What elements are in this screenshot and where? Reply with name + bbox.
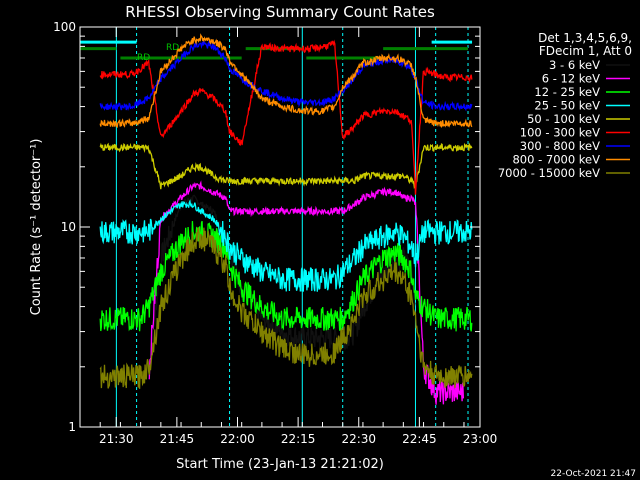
x-tick-label-2: 22:00 <box>220 432 255 446</box>
series-7 <box>99 40 473 112</box>
x-tick-label-4: 22:30 <box>341 432 376 446</box>
legend-label-2: 6 - 12 keV <box>542 72 600 86</box>
legend-label-9: 7000 - 15000 keV <box>498 166 600 180</box>
series-3 <box>99 220 473 332</box>
footer-timestamp: 22-Oct-2021 21:47 <box>551 469 636 479</box>
legend-header-line-1: Det 1,3,4,5,6,9, <box>538 31 632 45</box>
series-6 <box>99 39 473 195</box>
rd-annotation-1: RD <box>137 53 150 63</box>
y-tick-label-0: 1 <box>68 420 76 434</box>
x-tick-label-3: 22:15 <box>281 432 316 446</box>
x-tick-label-0: 21:30 <box>99 432 134 446</box>
series-9 <box>99 226 473 389</box>
x-tick-label-5: 22:45 <box>402 432 437 446</box>
y-tick-label-2: 100 <box>53 20 76 34</box>
x-tick-label-1: 21:45 <box>160 432 195 446</box>
rd-annotation-2: RD <box>166 43 179 53</box>
series-4 <box>99 199 473 292</box>
y-tick-label-1: 10 <box>61 220 76 234</box>
legend-label-3: 12 - 25 keV <box>534 85 600 99</box>
legend-label-6: 100 - 300 keV <box>520 126 600 140</box>
x-tick-label-6: 23:00 <box>463 432 498 446</box>
legend-label-8: 800 - 7000 keV <box>512 153 600 167</box>
legend-label-1: 3 - 6 keV <box>549 58 600 72</box>
legend-label-5: 50 - 100 keV <box>527 112 600 126</box>
x-axis-label: Start Time (23-Jan-13 21:21:02) <box>176 457 384 472</box>
legend-label-4: 25 - 50 keV <box>534 99 600 113</box>
series-2 <box>148 180 465 405</box>
legend-label-7: 300 - 800 keV <box>520 139 600 153</box>
legend-header-line-2: FDecim 1, Att 0 <box>539 44 632 58</box>
y-axis-label: Count Rate (s⁻¹ detector⁻¹) <box>29 139 44 316</box>
series-8 <box>99 33 473 129</box>
series-5 <box>99 142 473 190</box>
chart-title: RHESSI Observing Summary Count Rates <box>125 3 435 21</box>
